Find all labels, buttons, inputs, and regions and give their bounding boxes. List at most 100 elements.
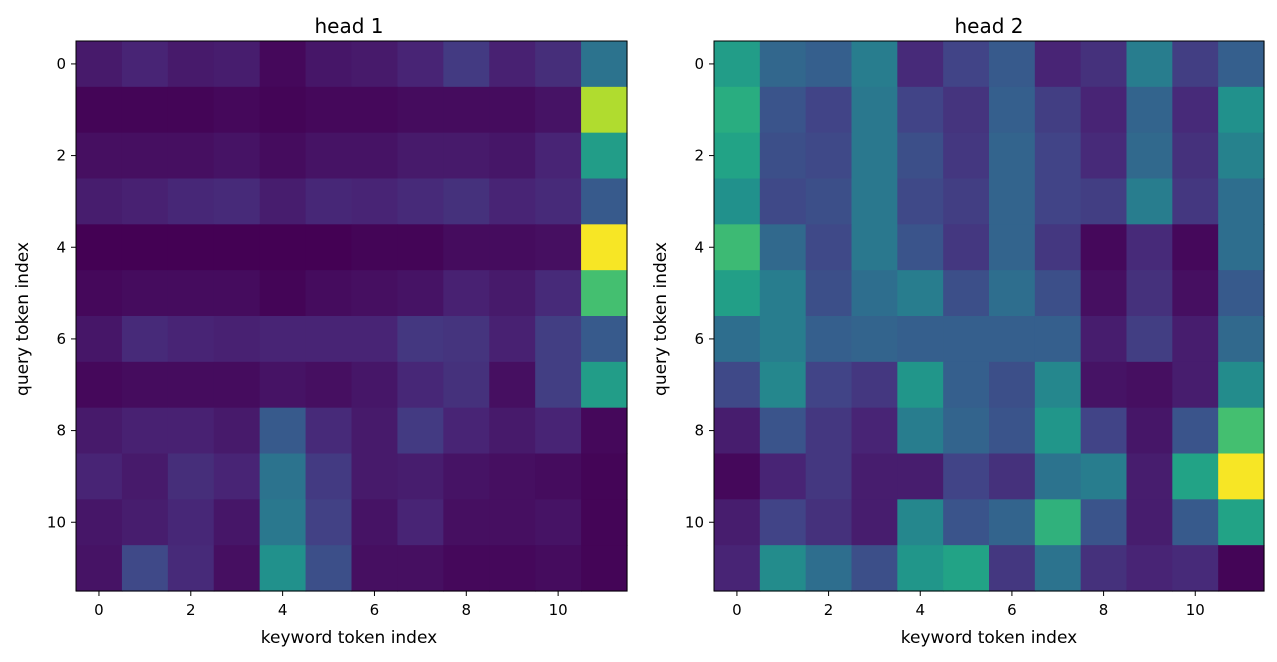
- heatmap-cell-r10-c9: [1126, 499, 1173, 546]
- heatmap-cell-r10-c11: [1218, 499, 1265, 546]
- heatmap-cell-r6-c1: [121, 316, 169, 363]
- heatmap-cell-r7-c3: [851, 361, 898, 409]
- heatmap-cell-r11-c6: [351, 545, 399, 592]
- heatmap-cell-r8-c7: [1034, 407, 1082, 455]
- heatmap-cell-r0-c7: [397, 41, 444, 88]
- heatmap-cell-r11-c7: [1034, 545, 1082, 592]
- heatmap-cell-r5-c9: [1126, 270, 1173, 317]
- heatmap-cell-r10-c4: [897, 499, 944, 546]
- heatmap-cell-r6-c8: [1080, 316, 1128, 363]
- heatmap-cell-r6-c7: [397, 316, 444, 363]
- heatmap-cell-r4-c4: [897, 224, 944, 271]
- heatmap-cell-r1-c7: [1034, 86, 1082, 134]
- heatmap-cell-r2-c5: [943, 132, 990, 180]
- heatmap-cell-r10-c2: [167, 499, 215, 546]
- heatmap-cell-r0-c10: [1172, 41, 1219, 88]
- heatmap-cell-r9-c4: [259, 453, 307, 500]
- heatmap-cell-r0-c4: [897, 41, 944, 88]
- heatmap-cell-r3-c2: [805, 178, 853, 225]
- heatmap-cell-r8-c5: [305, 407, 353, 455]
- heatmap-cell-r4-c1: [121, 224, 169, 271]
- heatmap-cell-r6-c2: [805, 316, 853, 363]
- heatmap-cell-r10-c6: [989, 499, 1036, 546]
- heatmap-cell-r6-c1: [759, 316, 807, 363]
- heatmap-cell-r5-c0: [714, 270, 761, 317]
- heatmap-cell-r0-c8: [1080, 41, 1128, 88]
- chart-title-head-1: head 1: [314, 14, 383, 38]
- heatmap-cell-r9-c6: [989, 453, 1036, 500]
- heatmap-cell-r4-c8: [443, 224, 490, 271]
- heatmap-cell-r3-c8: [443, 178, 490, 225]
- heatmap-cell-r5-c11: [581, 270, 628, 317]
- heatmap-cell-r3-c5: [305, 178, 353, 225]
- heatmap-cell-r2-c2: [805, 132, 853, 180]
- heatmap-cell-r5-c11: [1218, 270, 1265, 317]
- x-tick-label: 10: [1186, 601, 1205, 619]
- y-tick-label: 10: [685, 513, 704, 531]
- heatmap-cell-r5-c10: [535, 270, 582, 317]
- heatmap-cell-r7-c4: [259, 361, 307, 409]
- y-tick-label: 8: [694, 422, 704, 440]
- heatmap-cell-r0-c5: [305, 41, 353, 88]
- heatmap-cell-r1-c0: [714, 86, 761, 134]
- heatmap-cell-r1-c11: [581, 86, 628, 134]
- heatmap-cell-r4-c2: [805, 224, 853, 271]
- heatmap-cell-r2-c7: [1034, 132, 1082, 180]
- heatmap-cell-r7-c2: [167, 361, 215, 409]
- heatmap-cell-r2-c5: [305, 132, 353, 180]
- x-axis-label-head-2: keyword token index: [901, 628, 1077, 648]
- heatmap-cell-r4-c7: [1034, 224, 1082, 271]
- heatmap-cell-r8-c11: [1218, 407, 1265, 455]
- heatmap-cell-r6-c3: [851, 316, 898, 363]
- heatmap-cell-r2-c0: [714, 132, 761, 180]
- heatmap-cell-r7-c5: [943, 361, 990, 409]
- x-tick-label: 0: [732, 601, 742, 619]
- heatmap-cell-r2-c0: [76, 132, 123, 180]
- heatmap-cell-r3-c4: [259, 178, 307, 225]
- heatmap-cell-r4-c4: [259, 224, 307, 271]
- heatmap-cell-r4-c10: [535, 224, 582, 271]
- heatmap-cell-r7-c11: [581, 361, 628, 409]
- heatmap-cell-r10-c8: [1080, 499, 1128, 546]
- heatmap-cell-r3-c3: [851, 178, 898, 225]
- heatmap-cell-r1-c5: [305, 86, 353, 134]
- heatmap-cell-r7-c11: [1218, 361, 1265, 409]
- heatmap-cells-head-1: [76, 41, 628, 592]
- heatmap-cell-r4-c11: [1218, 224, 1265, 271]
- heatmap-cell-r1-c6: [989, 86, 1036, 134]
- heatmap-cell-r4-c5: [943, 224, 990, 271]
- heatmap-cell-r7-c10: [535, 361, 582, 409]
- heatmap-cell-r0-c0: [76, 41, 123, 88]
- heatmap-cell-r6-c6: [351, 316, 399, 363]
- heatmap-cell-r2-c6: [989, 132, 1036, 180]
- heatmap-cell-r3-c5: [943, 178, 990, 225]
- heatmap-cell-r5-c3: [851, 270, 898, 317]
- x-tick-label: 8: [462, 601, 472, 619]
- heatmap-cell-r7-c3: [213, 361, 261, 409]
- heatmap-cell-r1-c8: [1080, 86, 1128, 134]
- heatmap-cell-r1-c10: [1172, 86, 1219, 134]
- heatmap-cell-r2-c9: [489, 132, 536, 180]
- heatmap-cell-r1-c3: [851, 86, 898, 134]
- heatmap-cell-r3-c0: [714, 178, 761, 225]
- heatmap-cell-r6-c5: [943, 316, 990, 363]
- heatmap-cell-r4-c3: [851, 224, 898, 271]
- heatmap-cell-r5-c2: [805, 270, 853, 317]
- heatmap-cell-r8-c8: [1080, 407, 1128, 455]
- heatmap-cell-r2-c11: [1218, 132, 1265, 180]
- heatmap-cell-r4-c11: [581, 224, 628, 271]
- heatmap-cell-r2-c2: [167, 132, 215, 180]
- heatmap-cell-r10-c0: [714, 499, 761, 546]
- heatmap-cell-r5-c8: [1080, 270, 1128, 317]
- heatmap-cell-r2-c1: [759, 132, 807, 180]
- heatmap-cell-r10-c5: [943, 499, 990, 546]
- heatmap-cell-r0-c0: [714, 41, 761, 88]
- x-axis-label-head-1: keyword token index: [261, 628, 437, 648]
- y-tick-label: 0: [56, 55, 66, 73]
- heatmap-cell-r1-c5: [943, 86, 990, 134]
- heatmap-cell-r1-c2: [805, 86, 853, 134]
- heatmap-cell-r9-c0: [714, 453, 761, 500]
- heatmap-cell-r3-c3: [213, 178, 261, 225]
- heatmap-cell-r8-c9: [489, 407, 536, 455]
- heatmap-cell-r11-c0: [76, 545, 123, 592]
